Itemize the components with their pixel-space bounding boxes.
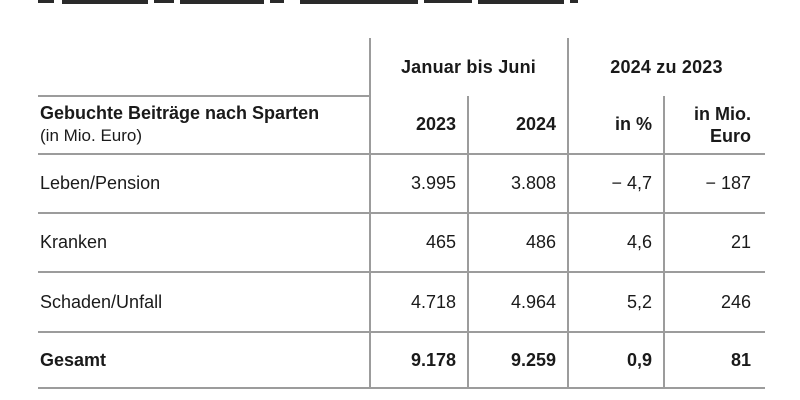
table-row-total: Gesamt 9.178 9.259 0,9 81 <box>38 333 765 387</box>
cropped-text-fragment <box>570 0 578 3</box>
cropped-text-fragment <box>478 0 564 4</box>
divider-row-2 <box>38 271 765 273</box>
cropped-text-fragment <box>180 0 264 4</box>
value-2023: 4.718 <box>410 291 456 312</box>
cropped-text-fragment <box>270 0 284 3</box>
column-group-2024-zu-2023: 2024 zu 2023 <box>610 56 723 77</box>
col-header-in-mio-euro-label: in Mio. Euro <box>694 103 751 146</box>
divider-top-label-col <box>38 95 369 97</box>
value-2024: 4.964 <box>510 291 556 312</box>
row-label: Kranken <box>40 232 108 252</box>
value-abs: − 187 <box>705 173 751 193</box>
value-2023: 465 <box>425 232 456 252</box>
table-row: Schaden/Unfall 4.718 4.964 5,2 246 <box>38 273 765 331</box>
divider-row-3 <box>38 331 765 333</box>
col-header-in-mio-euro: in Mio. Euro <box>664 103 763 147</box>
cropped-text-fragment <box>62 0 148 4</box>
divider-bottom <box>38 387 765 389</box>
divider-vertical-2023-2024 <box>467 96 469 388</box>
value-2024: 3.808 <box>510 173 556 193</box>
value-pct: 0,9 <box>626 349 652 370</box>
value-2024: 486 <box>525 232 556 252</box>
cropped-headline-remnant <box>38 0 583 5</box>
divider-below-header <box>38 153 765 155</box>
divider-vertical-pct-abs <box>663 96 665 388</box>
col-header-2024: 2024 <box>515 114 556 134</box>
cropped-text-fragment <box>38 0 54 3</box>
row-label: Leben/Pension <box>40 173 161 193</box>
divider-row-1 <box>38 212 765 214</box>
value-pct: 5,2 <box>626 291 652 312</box>
value-abs: 81 <box>730 349 751 370</box>
table-subtitle: (in Mio. Euro) <box>40 126 143 145</box>
table-title-cell: Gebuchte Beiträge nach Sparten (in Mio. … <box>38 102 370 147</box>
value-pct: − 4,7 <box>611 173 652 193</box>
value-2024: 9.259 <box>510 349 556 370</box>
column-group-januar-bis-juni: Januar bis Juni <box>400 56 537 77</box>
col-header-in-pct: in % <box>614 114 652 134</box>
cropped-text-fragment <box>424 0 472 3</box>
table-header-row: Gebuchte Beiträge nach Sparten (in Mio. … <box>38 96 765 153</box>
col-header-2023: 2023 <box>415 114 456 134</box>
table-row: Kranken 465 486 4,6 21 <box>38 214 765 271</box>
value-2023: 9.178 <box>410 349 456 370</box>
value-pct: 4,6 <box>626 232 652 252</box>
value-2023: 3.995 <box>410 173 456 193</box>
value-abs: 246 <box>720 291 751 312</box>
row-label-total: Gesamt <box>40 349 107 370</box>
table-row: Leben/Pension 3.995 3.808 − 4,7 − 187 <box>38 155 765 212</box>
table-title: Gebuchte Beiträge nach Sparten <box>40 103 320 123</box>
value-abs: 21 <box>730 232 751 252</box>
row-label: Schaden/Unfall <box>40 291 163 312</box>
cropped-text-fragment <box>300 0 418 4</box>
cropped-text-fragment <box>154 0 174 3</box>
